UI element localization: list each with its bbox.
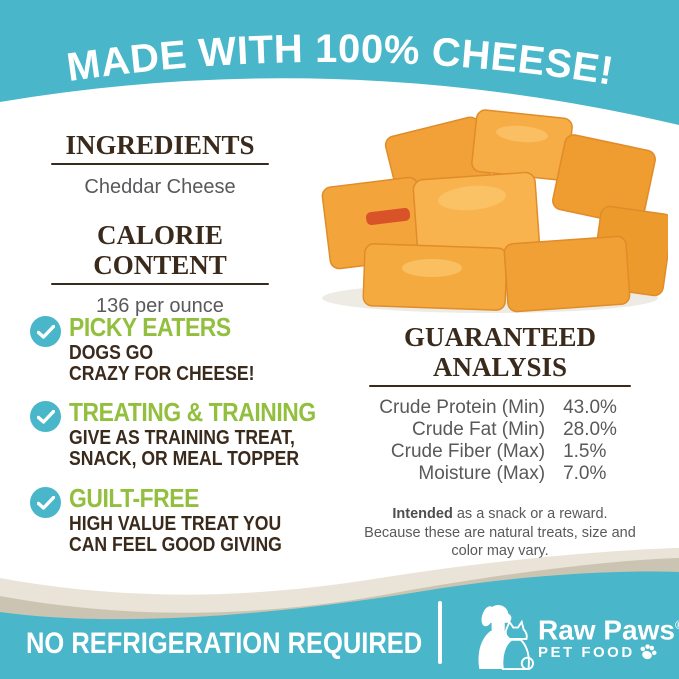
analysis-underline: [369, 385, 631, 387]
ingredients-value: Cheddar Cheese: [84, 176, 236, 198]
brand-subtitle-row: PET FOOD: [538, 644, 679, 662]
cheese-highlight: [496, 125, 548, 143]
benefit-picky-eaters: PICKY EATERS DOGS GO CRAZY FOR CHEESE!: [30, 314, 280, 385]
benefit-line: HIGH VALUE TREAT YOU: [69, 513, 282, 535]
benefit-guilt-free: GUILT-FREE HIGH VALUE TREAT YOU CAN FEEL…: [30, 485, 311, 556]
analysis-row: Crude Fat (Min) 28.0%: [352, 419, 648, 441]
benefit-title: PICKY EATERS: [69, 312, 231, 342]
cheese-cube: [471, 109, 573, 181]
analysis-table: Crude Protein (Min) 43.0% Crude Fat (Min…: [352, 397, 648, 485]
analysis-heading: GUARANTEED ANALYSIS: [403, 322, 597, 382]
brand-logo: Raw Paws® PET FOOD: [468, 603, 679, 671]
benefit-line: CAN FEEL GOOD GIVING: [69, 534, 282, 556]
dog-cat-icon: [478, 604, 534, 670]
left-info-column: INGREDIENTS Cheddar Cheese CALORIE CONTE…: [28, 130, 292, 317]
paw-print-icon: [640, 644, 657, 660]
cheese-cube: [503, 235, 631, 313]
brand-text: Raw Paws® PET FOOD: [538, 611, 679, 662]
benefit-title: GUILT-FREE: [69, 483, 199, 513]
analysis-note-line2: Because these are natural treats, size a…: [364, 524, 636, 541]
brand-name: Raw Paws®: [538, 611, 679, 644]
analysis-label: Crude Fiber (Max): [390, 441, 546, 462]
analysis-label: Moisture (Max): [418, 463, 546, 484]
checkmark-icon: [30, 401, 61, 432]
analysis-value: 28.0%: [563, 419, 617, 440]
cheese-highlight: [438, 185, 506, 211]
top-banner: MADE WITH 100% CHEESE!: [0, 0, 679, 125]
benefit-title: TREATING & TRAINING: [69, 397, 316, 427]
calorie-value: 136 per ounce: [96, 295, 224, 317]
bottom-divider: [438, 601, 442, 664]
ingredients-underline: [51, 163, 269, 165]
cheese-cube: [552, 134, 656, 226]
analysis-value: 7.0%: [563, 463, 607, 484]
calorie-heading: CALORIE CONTENT: [93, 220, 227, 280]
analysis-value: 43.0%: [563, 397, 617, 418]
benefit-line: CRAZY FOR CHEESE!: [69, 363, 255, 385]
analysis-label: Crude Protein (Min): [379, 397, 546, 418]
analysis-row: Moisture (Max) 7.0%: [352, 463, 648, 485]
cheese-highlight: [402, 259, 462, 277]
top-banner-shape: [0, 0, 679, 125]
benefit-line: SNACK, OR MEAL TOPPER: [69, 448, 300, 470]
registered-mark: ®: [675, 618, 679, 632]
analysis-row: Crude Fiber (Max) 1.5%: [352, 441, 648, 463]
ingredients-heading: INGREDIENTS: [65, 130, 255, 160]
brand-name-text: Raw Paws: [538, 614, 675, 646]
analysis-row: Crude Protein (Min) 43.0%: [352, 397, 648, 419]
checkmark-icon: [30, 487, 61, 518]
analysis-value: 1.5%: [563, 441, 607, 462]
benefit-line: DOGS GO: [69, 342, 154, 364]
benefit-line: GIVE AS TRAINING TREAT,: [69, 427, 295, 449]
calorie-underline: [51, 283, 269, 285]
benefit-treating-training: TREATING & TRAINING GIVE AS TRAINING TRE…: [30, 399, 349, 470]
cheese-red-streak: [366, 207, 411, 226]
analysis-label: Crude Fat (Min): [412, 419, 546, 440]
checkmark-icon: [30, 316, 61, 347]
cheese-cube: [362, 243, 508, 311]
brand-subtitle: PET FOOD: [538, 644, 635, 662]
analysis-note-line3: color may vary.: [451, 543, 549, 559]
analysis-note-line1: as a snack or a reward.: [452, 506, 608, 522]
analysis-note: Intended as a snack or a reward. Because…: [355, 505, 645, 561]
cheese-cubes-image: [321, 109, 668, 313]
no-refrigeration-message: NO REFRIGERATION REQUIRED: [26, 627, 423, 660]
analysis-note-lead: Intended: [392, 506, 453, 522]
guaranteed-analysis: GUARANTEED ANALYSIS Crude Protein (Min) …: [352, 322, 648, 561]
